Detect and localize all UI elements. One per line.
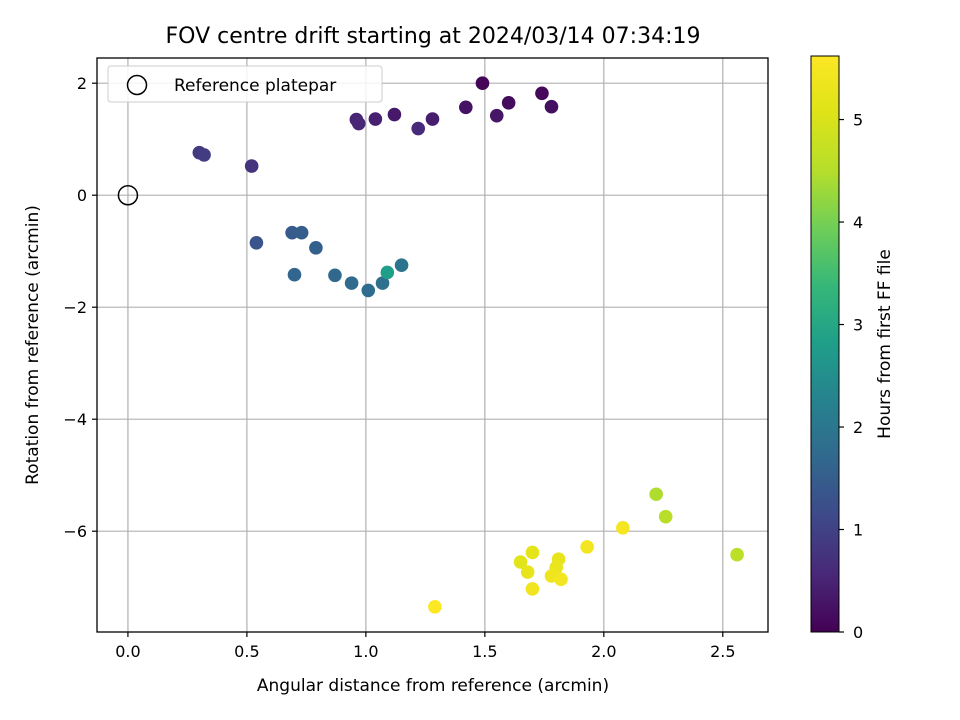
plot-frame xyxy=(96,57,769,633)
legend: Reference platepar xyxy=(107,65,383,103)
data-point xyxy=(525,582,540,596)
colorbar-tick-label: 5 xyxy=(853,111,863,130)
y-axis-ticks: 2 0 −2 −4 −6 xyxy=(63,74,97,541)
data-point xyxy=(616,521,630,535)
data-point xyxy=(535,86,549,101)
chart-title: FOV centre drift starting at 2024/03/14 … xyxy=(166,24,701,49)
data-point xyxy=(520,565,535,579)
data-point xyxy=(380,265,395,280)
data-point xyxy=(544,99,559,114)
reference-platepar-marker xyxy=(117,184,139,206)
data-point xyxy=(489,108,504,123)
data-point xyxy=(328,268,342,283)
x-tick-label: 0.0 xyxy=(115,642,140,661)
data-point xyxy=(649,487,663,502)
data-point xyxy=(368,112,383,126)
colorbar xyxy=(810,55,840,633)
colorbar-ticks: 0 1 2 3 4 5 xyxy=(839,111,863,642)
data-point xyxy=(394,258,409,273)
data-point xyxy=(287,267,302,282)
data-point xyxy=(554,572,568,587)
data-points xyxy=(192,76,744,614)
x-tick-label: 1.0 xyxy=(353,642,378,661)
grid xyxy=(97,58,768,632)
data-point xyxy=(244,159,259,173)
x-axis-label: Angular distance from reference (arcmin) xyxy=(257,676,609,696)
x-tick-label: 1.5 xyxy=(472,642,497,661)
legend-label: Reference platepar xyxy=(174,76,336,96)
data-point xyxy=(580,540,594,554)
data-point xyxy=(375,276,390,290)
legend-open-circle-marker xyxy=(126,74,148,96)
data-point xyxy=(525,545,540,560)
colorbar-tick-label: 0 xyxy=(853,623,863,642)
data-point xyxy=(351,116,366,131)
colorbar-tick-label: 4 xyxy=(853,213,863,232)
data-point xyxy=(475,76,490,90)
data-point xyxy=(361,283,376,298)
y-tick-label: 0 xyxy=(77,186,87,205)
y-tick-label: 2 xyxy=(77,74,87,93)
x-tick-label: 2.5 xyxy=(710,642,735,661)
y-tick-label: −4 xyxy=(63,410,87,429)
data-point xyxy=(501,96,516,110)
data-point xyxy=(425,112,440,126)
y-axis-label: Rotation from reference (arcmin) xyxy=(23,205,43,485)
y-tick-label: −6 xyxy=(63,522,87,541)
data-point xyxy=(658,509,673,524)
data-point xyxy=(411,121,426,136)
x-tick-label: 2.0 xyxy=(591,642,616,661)
data-point xyxy=(344,276,359,290)
legend-box xyxy=(107,65,383,103)
data-point xyxy=(309,241,323,255)
data-point xyxy=(387,107,402,122)
data-point xyxy=(428,600,442,614)
y-tick-label: −2 xyxy=(63,298,87,317)
colorbar-tick-label: 2 xyxy=(853,418,863,437)
data-point xyxy=(197,148,211,162)
data-point xyxy=(294,225,309,240)
colorbar-label: Hours from first FF file xyxy=(875,249,895,439)
data-point xyxy=(730,547,744,562)
data-point xyxy=(249,236,264,250)
x-tick-label: 0.5 xyxy=(234,642,259,661)
data-point xyxy=(513,555,528,569)
colorbar-tick-label: 3 xyxy=(853,316,863,335)
data-point xyxy=(285,225,299,240)
data-point xyxy=(459,100,473,115)
x-axis-ticks: 0.0 0.5 1.0 1.5 2.0 2.5 xyxy=(115,632,736,661)
colorbar-tick-label: 1 xyxy=(853,521,863,540)
